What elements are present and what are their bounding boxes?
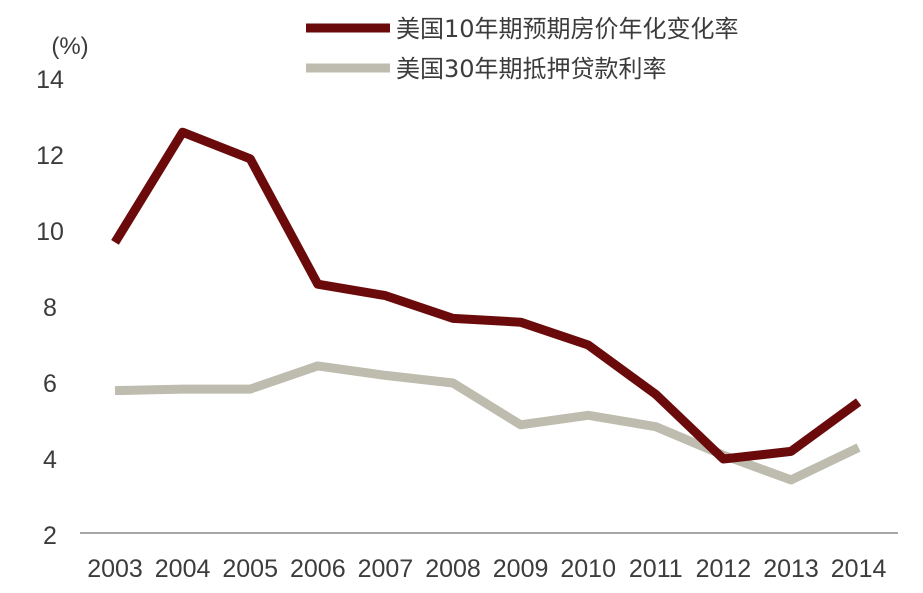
y-tick-label: 6 [43, 370, 57, 398]
x-tick-label: 2013 [763, 555, 819, 583]
series-line-2 [114, 361, 861, 485]
y-tick-label: 4 [43, 446, 57, 474]
x-tick-label: 2011 [629, 555, 683, 583]
y-tick-label: 10 [36, 218, 64, 246]
x-tick-label: 2003 [87, 555, 143, 583]
y-tick-label: 12 [36, 142, 64, 170]
x-tick-label: 2008 [425, 555, 481, 583]
x-tick-label: 2010 [560, 555, 616, 583]
x-tick-labels: 2003 2004 2005 2006 2007 2008 2009 2010 2011 2012… [87, 555, 886, 583]
x-tick-label: 2012 [696, 555, 752, 583]
legend-label: 美国10年期预期房价年化变化率 [396, 15, 739, 43]
y-axis-unit-label: (%) [51, 33, 88, 60]
x-tick-label: 2005 [222, 555, 278, 583]
y-tick-label: 8 [43, 294, 57, 322]
x-tick-label: 2007 [358, 555, 414, 583]
x-tick-label: 2014 [831, 555, 887, 583]
x-tick-label: 2009 [493, 555, 549, 583]
y-tick-label: 2 [43, 522, 57, 550]
series-line-1 [111, 127, 862, 464]
y-tick-labels: 2 4 6 8 10 12 14 [36, 66, 64, 550]
series-lines [111, 127, 862, 485]
legend-label: 美国30年期抵押贷款利率 [396, 55, 667, 83]
y-tick-label: 14 [36, 66, 64, 94]
x-tick-label: 2004 [155, 555, 211, 583]
x-tick-label: 2006 [290, 555, 346, 583]
